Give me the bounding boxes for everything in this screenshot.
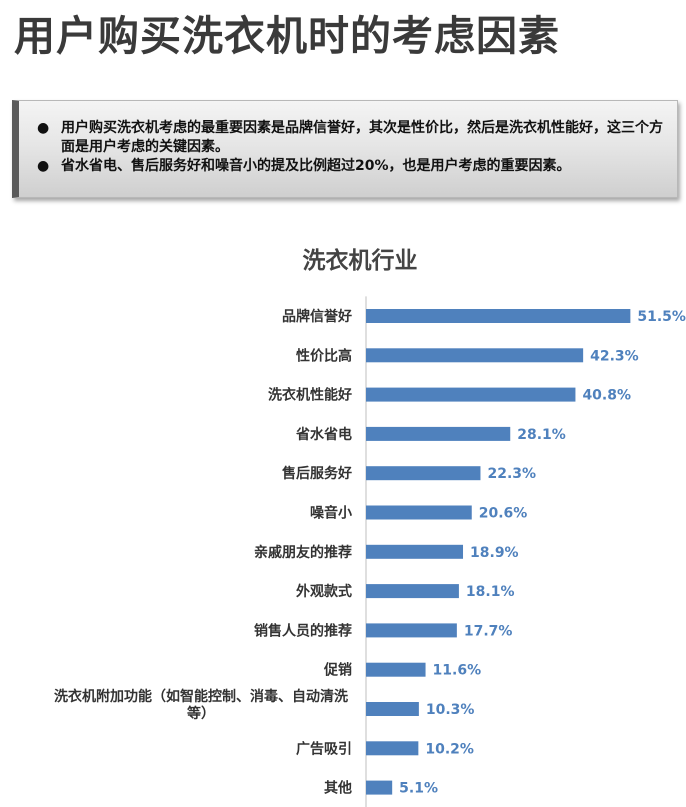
page-title: 用户购买洗衣机时的考虑因素 bbox=[14, 12, 560, 60]
category-label: 外观款式 bbox=[296, 583, 352, 600]
category-label: 亲戚朋友的推荐 bbox=[254, 544, 352, 561]
chart-title: 洗衣机行业 bbox=[303, 247, 418, 274]
bar bbox=[366, 309, 631, 323]
summary-text: 用户购买洗衣机考虑的最重要因素是品牌信誉好，其次是性价比，然后是洗衣机性能好，这… bbox=[61, 120, 663, 155]
data-label: 28.1% bbox=[517, 427, 566, 443]
bar bbox=[366, 348, 584, 363]
data-label: 18.1% bbox=[466, 584, 515, 600]
data-label: 10.2% bbox=[425, 741, 474, 757]
summary-box: ● 用户购买洗衣机考虑的最重要因素是品牌信誉好，其次是性价比，然后是洗衣机性能好，… bbox=[12, 100, 678, 198]
bar bbox=[366, 780, 393, 795]
data-label: 10.3% bbox=[426, 702, 475, 718]
bullet-icon: ● bbox=[37, 120, 50, 136]
category-label: 性价比高 bbox=[296, 347, 352, 364]
data-label: 18.9% bbox=[470, 545, 519, 561]
bar bbox=[366, 505, 472, 520]
data-label: 22.3% bbox=[487, 466, 536, 482]
category-label: 品牌信誉好 bbox=[282, 308, 352, 325]
category-label: 广告吸引 bbox=[296, 740, 352, 757]
bar bbox=[366, 387, 576, 402]
data-label: 17.7% bbox=[464, 623, 513, 639]
bar bbox=[366, 741, 419, 756]
bar bbox=[366, 702, 419, 716]
data-label: 51.5% bbox=[637, 309, 686, 325]
bar bbox=[366, 544, 464, 559]
bullet-icon: ● bbox=[37, 158, 50, 174]
bar bbox=[366, 584, 459, 599]
category-label: 售后服务好 bbox=[281, 465, 352, 482]
summary-list: ● 用户购买洗衣机考虑的最重要因素是品牌信誉好，其次是性价比，然后是洗衣机性能好，… bbox=[33, 119, 665, 176]
category-label: 噪音小 bbox=[310, 505, 352, 522]
category-label: 促销 bbox=[323, 662, 352, 679]
summary-bullet: ● 用户购买洗衣机考虑的最重要因素是品牌信誉好，其次是性价比，然后是洗衣机性能好，… bbox=[33, 119, 665, 157]
summary-text: 省水省电、售后服务好和噪音小的提及比例超过20%，也是用户考虑的重要因素。 bbox=[61, 158, 571, 174]
summary-bullet: ● 省水省电、售后服务好和噪音小的提及比例超过20%，也是用户考虑的重要因素。 bbox=[33, 157, 665, 176]
bar bbox=[366, 466, 481, 481]
category-label: 销售人员的推荐 bbox=[254, 622, 352, 639]
data-label: 5.1% bbox=[399, 781, 438, 797]
bar bbox=[366, 623, 457, 638]
data-label: 42.3% bbox=[590, 348, 639, 364]
data-label: 11.6% bbox=[433, 663, 482, 679]
data-label: 40.8% bbox=[582, 388, 631, 404]
bar bbox=[366, 662, 426, 677]
chart-marks: 51.5% 品牌信誉好 42.3% 性价比高 40.8% 洗衣机性能好 28.1% 省水省电 2… bbox=[54, 308, 686, 797]
category-label: 省水省电 bbox=[295, 426, 352, 443]
bar bbox=[366, 426, 511, 441]
category-label: 洗衣机附加功能（如智能控制、消毒、自动清洗等） bbox=[54, 688, 348, 722]
category-label: 洗衣机性能好 bbox=[268, 387, 352, 404]
category-label: 其他 bbox=[324, 780, 352, 797]
data-label: 20.6% bbox=[479, 506, 528, 522]
